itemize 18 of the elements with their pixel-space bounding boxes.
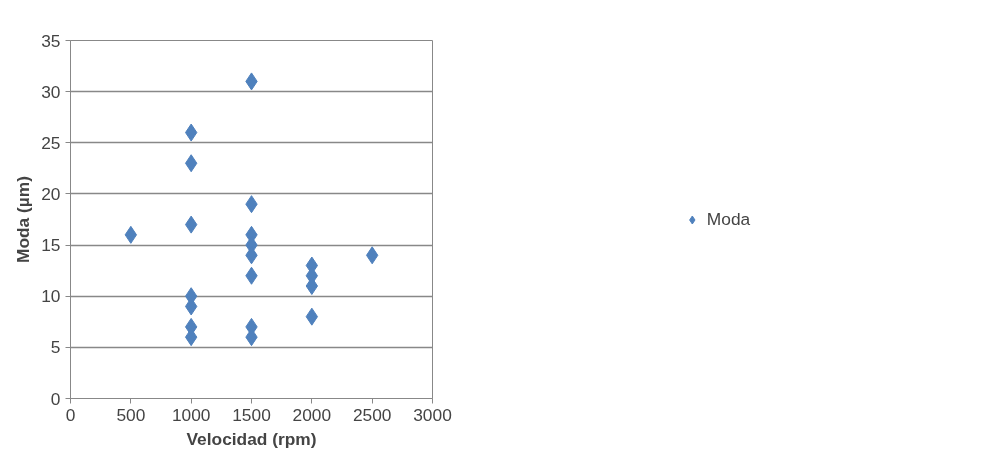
x-tick-label: 0 xyxy=(65,404,76,425)
x-tick-label: 2000 xyxy=(292,404,332,425)
y-tick-label: 10 xyxy=(41,286,61,307)
x-tick-label: 2500 xyxy=(352,404,392,425)
y-tick-label: 30 xyxy=(41,81,61,102)
y-tick-label: 25 xyxy=(41,132,61,153)
y-tick-label: 35 xyxy=(41,30,61,51)
y-tick-label: 15 xyxy=(41,235,61,256)
y-tick-label: 5 xyxy=(50,337,61,358)
y-axis-title: Moda (µm) xyxy=(13,175,34,263)
y-tick-label: 0 xyxy=(50,388,61,409)
x-axis-title: Velocidad (rpm) xyxy=(186,428,317,449)
y-tick-label: 20 xyxy=(41,183,61,204)
x-tick-label: 1500 xyxy=(232,404,271,425)
x-tick-label: 3000 xyxy=(413,404,452,425)
legend-label: Moda xyxy=(706,208,751,230)
x-tick-label: 500 xyxy=(116,404,146,425)
x-tick-label: 1000 xyxy=(171,404,211,425)
